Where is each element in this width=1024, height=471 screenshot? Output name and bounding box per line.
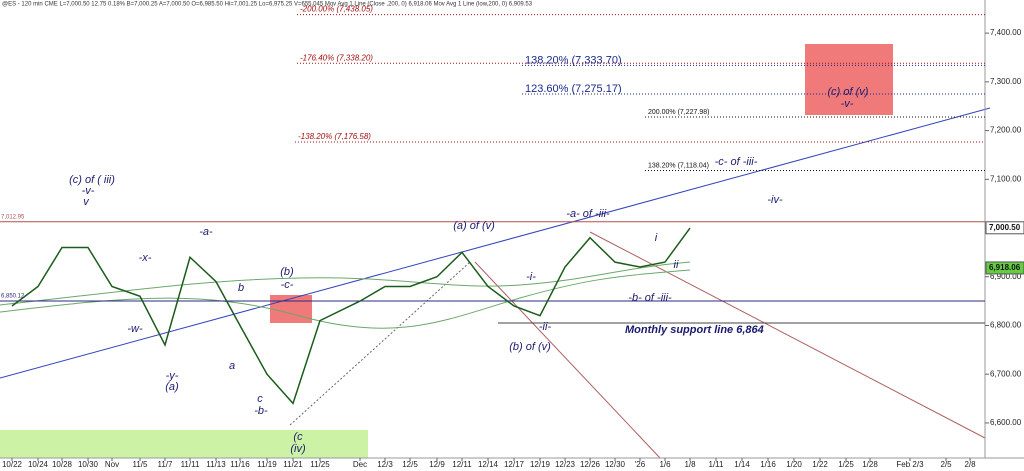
wave-label: ii <box>674 259 679 271</box>
trendline <box>0 107 991 379</box>
wave-label: (a) <box>165 381 179 393</box>
price-tag-label: 7,000.50 <box>989 223 1021 232</box>
y-tick-label: 7,200.00 <box>990 126 1022 135</box>
wave-label: (c) of (v) <box>828 86 869 98</box>
wave-label: (iv) <box>290 443 306 455</box>
x-tick-label: 10/28 <box>52 460 73 469</box>
x-tick-label: 11/7 <box>158 460 174 469</box>
x-tick-label: 12/26 <box>580 460 601 469</box>
fib-label: -200.00% (7,438.05) <box>300 5 373 14</box>
x-tick-label: 12/11 <box>452 460 472 469</box>
fib-label: -176.40% (7,338.20) <box>300 53 373 62</box>
x-tick-label: 11/16 <box>230 460 250 469</box>
x-tick-label: 10/24 <box>28 460 49 469</box>
x-tick-label: 1/6 <box>659 460 671 469</box>
wave-label: -ii- <box>539 321 552 333</box>
x-tick-label: Nov <box>105 460 119 469</box>
y-tick-label: 7,400.00 <box>990 28 1022 37</box>
y-tick-label: 6,800.00 <box>990 321 1022 330</box>
y-tick-label: 6,900.00 <box>990 272 1022 281</box>
moving-average <box>0 261 691 306</box>
wave-label: -a- <box>199 226 213 238</box>
x-tick-label: 11/5 <box>133 460 149 469</box>
trendline <box>474 261 661 459</box>
x-tick-label: 12/5 <box>402 460 418 469</box>
x-tick-label: 10/30 <box>78 460 99 469</box>
x-tick-label: 12/23 <box>555 460 576 469</box>
x-tick-label: 1/8 <box>684 460 696 469</box>
price-line <box>11 227 691 405</box>
x-tick-label: 1/20 <box>786 460 802 469</box>
x-tick-label: 12/3 <box>377 460 393 469</box>
x-tick-label: 1/28 <box>862 460 878 469</box>
target-box <box>805 44 893 115</box>
fib-label: 200.00% (7,227.98) <box>648 109 710 116</box>
header: @ES - 120 min CME L=7,000.50 12.75 0.18%… <box>2 2 533 8</box>
x-tick-label: 11/11 <box>181 460 200 469</box>
wave-label: (a) of (v) <box>453 220 495 232</box>
x-tick-label: Feb 2/3 <box>896 460 924 469</box>
wave-label: (b) of (v) <box>509 341 551 353</box>
x-tick-label: 11/13 <box>206 460 226 469</box>
x-tick-label: 11/19 <box>257 460 277 469</box>
fib-label: -138.20% (7,176.58) <box>298 132 371 141</box>
x-tick-label: 2/5 <box>940 460 952 469</box>
wave-label: (c <box>293 431 303 443</box>
x-tick-label: 11/21 <box>283 460 303 469</box>
wave-label: -x- <box>139 252 152 264</box>
x-tick-label: 1/11 <box>709 460 725 469</box>
x-tick-label: 1/22 <box>812 460 828 469</box>
wave-label: (b) <box>280 266 294 278</box>
pivot-box <box>270 295 312 323</box>
wave-label: -a- of -iii- <box>566 208 610 220</box>
y-tick-label: 7,100.00 <box>990 174 1022 183</box>
y-tick-label: 6,600.00 <box>990 418 1022 427</box>
wave-label: -b- of -iii- <box>628 292 672 304</box>
x-tick-label: 12/9 <box>429 460 445 469</box>
wave-label: -b- <box>254 405 268 417</box>
wave-label: -v- <box>841 98 854 110</box>
x-tick-label: 1/14 <box>734 460 750 469</box>
fib-label: 123.60% (7,275.17) <box>525 83 622 95</box>
wave-label: (c) of ( iii) <box>69 174 115 186</box>
wave-label: -i- <box>526 271 536 283</box>
x-tick-label: 10/22 <box>2 460 23 469</box>
level-label: 7,012.95 <box>1 214 25 220</box>
x-tick-label: 1/16 <box>760 460 776 469</box>
x-tick-label: 1/25 <box>838 460 854 469</box>
wave-label: -w- <box>127 323 143 335</box>
x-tick-label: 12/19 <box>530 460 551 469</box>
x-tick-label: Dec <box>353 460 367 469</box>
wave-label: v <box>83 196 90 208</box>
x-tick-label: 12/14 <box>478 460 499 469</box>
x-tick-label: '26 <box>635 460 646 469</box>
wave-link <box>289 261 471 426</box>
wave-label: -c- of -iii- <box>715 156 758 168</box>
price-tag <box>985 261 1024 275</box>
level-label: 6,850.12 <box>1 294 25 300</box>
y-tick-label: 7,300.00 <box>990 77 1022 86</box>
x-tick-label: 2/8 <box>964 460 976 469</box>
y-tick-label: 6,700.00 <box>990 369 1022 378</box>
x-tick-label: 12/30 <box>605 460 626 469</box>
wave-label: -c- <box>281 279 294 291</box>
wave-label: i <box>655 232 658 244</box>
fib-label: 138.20% (7,333.70) <box>525 54 622 66</box>
price-tag-label: 6,918.06 <box>989 263 1021 272</box>
wave-label: -y- <box>166 370 179 382</box>
wave-label: -iv- <box>767 194 783 206</box>
wave-label: -v- <box>82 185 95 197</box>
fib-label: 138.20% (7,118.04) <box>648 162 709 169</box>
x-tick-label: 11/25 <box>310 460 330 469</box>
x-tick-label: 12/17 <box>504 460 525 469</box>
wave-label: c <box>257 393 263 405</box>
wave-label: a <box>229 360 235 372</box>
price-tag <box>985 221 1024 235</box>
highlight-zone <box>0 430 368 458</box>
wave-label: b <box>238 282 244 294</box>
support-label: Monthly support line 6,864 <box>625 324 764 336</box>
